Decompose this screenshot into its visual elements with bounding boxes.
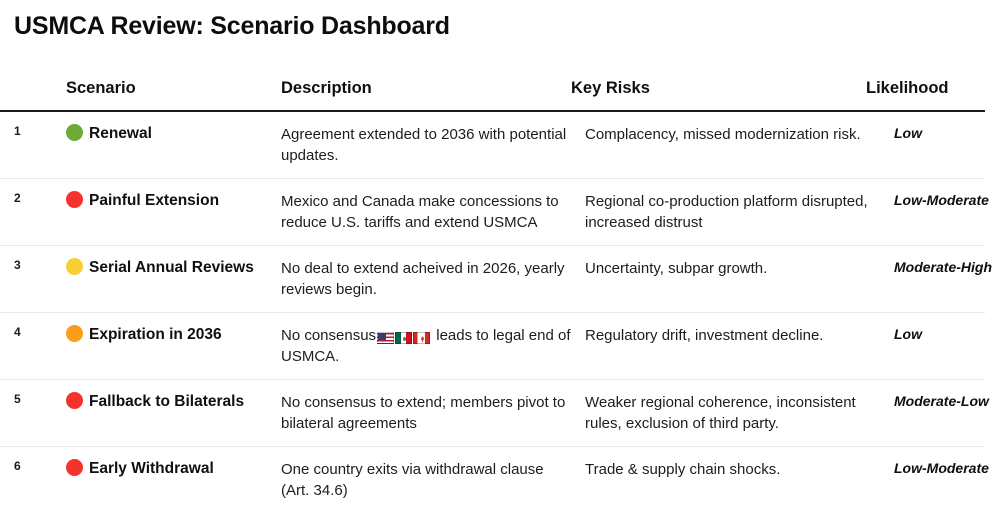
status-dot-red bbox=[66, 392, 83, 409]
header-cell-likelihood: Likelihood bbox=[866, 78, 949, 97]
flag-mexico-icon bbox=[395, 332, 413, 345]
likelihood-cell: Low-Moderate bbox=[894, 460, 989, 476]
status-dot-red bbox=[66, 459, 83, 476]
scenario-label: Expiration in 2036 bbox=[89, 326, 222, 343]
status-dot-red bbox=[66, 191, 83, 208]
status-dot-orange bbox=[66, 325, 83, 342]
scenario-cell: Painful Extension bbox=[66, 191, 281, 212]
header-cell-scenario: Scenario bbox=[66, 78, 136, 97]
status-dot-green bbox=[66, 124, 83, 141]
page-title: USMCA Review: Scenario Dashboard bbox=[14, 12, 450, 40]
key-risks-cell: Regulatory drift, investment decline. bbox=[585, 327, 824, 344]
scenario-cell: Early Withdrawal bbox=[66, 459, 281, 480]
scenario-label: Painful Extension bbox=[89, 192, 220, 209]
table-row[interactable]: 1 Renewal Agreement extended to 2036 wit… bbox=[0, 112, 985, 179]
row-index: 3 bbox=[14, 258, 21, 272]
likelihood-cell: Low bbox=[894, 326, 922, 342]
scenario-cell: Expiration in 2036 bbox=[66, 325, 281, 346]
description-cell: One country exits via withdrawal clause … bbox=[281, 461, 544, 499]
scenario-label: Renewal bbox=[89, 125, 152, 142]
key-risks-cell: Complacency, missed modernization risk. bbox=[585, 126, 861, 143]
table-header-row: Scenario Description Key Risks Likelihoo… bbox=[0, 66, 985, 112]
likelihood-cell: Low-Moderate bbox=[894, 192, 989, 208]
scenario-cell: Renewal bbox=[66, 124, 281, 145]
table-row[interactable]: 3 Serial Annual Reviews No deal to exten… bbox=[0, 246, 992, 313]
key-risks-cell: Regional co-production platform disrupte… bbox=[585, 193, 868, 231]
scenario-label: Fallback to Bilaterals bbox=[89, 393, 245, 410]
table-row[interactable]: 5 Fallback to Bilaterals No consensus to… bbox=[0, 380, 989, 447]
table-row[interactable]: 6 Early Withdrawal One country exits via… bbox=[0, 447, 989, 513]
likelihood-cell: Moderate-High bbox=[894, 259, 992, 275]
row-index: 5 bbox=[14, 392, 21, 406]
description-cell: No consensus leads to legal end of USMCA… bbox=[281, 325, 585, 367]
header-cell-key-risks: Key Risks bbox=[571, 78, 650, 97]
description-text-after: leads to legal end of USMCA. bbox=[281, 327, 571, 365]
description-cell: No consensus to extend; members pivot to… bbox=[281, 394, 566, 432]
row-index: 1 bbox=[14, 124, 21, 138]
header-cell-description: Description bbox=[281, 78, 372, 97]
likelihood-cell: Low bbox=[894, 125, 922, 141]
scenario-label: Serial Annual Reviews bbox=[89, 259, 254, 276]
status-dot-yellow bbox=[66, 258, 83, 275]
flag-united-states-icon bbox=[377, 332, 395, 345]
key-risks-cell: Uncertainty, subpar growth. bbox=[585, 260, 768, 277]
description-cell: Mexico and Canada make concessions to re… bbox=[281, 193, 559, 231]
row-index: 6 bbox=[14, 459, 21, 473]
flag-canada-icon bbox=[413, 332, 431, 345]
table-row[interactable]: 4 Expiration in 2036 No consensus leads … bbox=[0, 313, 985, 380]
scenario-label: Early Withdrawal bbox=[89, 460, 214, 477]
row-index: 2 bbox=[14, 191, 21, 205]
scenario-cell: Serial Annual Reviews bbox=[66, 258, 281, 279]
country-flags-group bbox=[377, 332, 431, 345]
key-risks-cell: Trade & supply chain shocks. bbox=[585, 461, 781, 478]
table-row[interactable]: 2 Painful Extension Mexico and Canada ma… bbox=[0, 179, 989, 246]
description-cell: Agreement extended to 2036 with potentia… bbox=[281, 126, 567, 164]
scenario-table: Scenario Description Key Risks Likelihoo… bbox=[0, 66, 1000, 513]
dashboard-page: USMCA Review: Scenario Dashboard Scenari… bbox=[0, 0, 1000, 500]
key-risks-cell: Weaker regional coherence, inconsistent … bbox=[585, 394, 856, 432]
row-index: 4 bbox=[14, 325, 21, 339]
likelihood-cell: Moderate-Low bbox=[894, 393, 989, 409]
description-text-before: No consensus bbox=[281, 327, 377, 344]
description-cell: No deal to extend acheived in 2026, year… bbox=[281, 260, 565, 298]
scenario-cell: Fallback to Bilaterals bbox=[66, 392, 281, 413]
